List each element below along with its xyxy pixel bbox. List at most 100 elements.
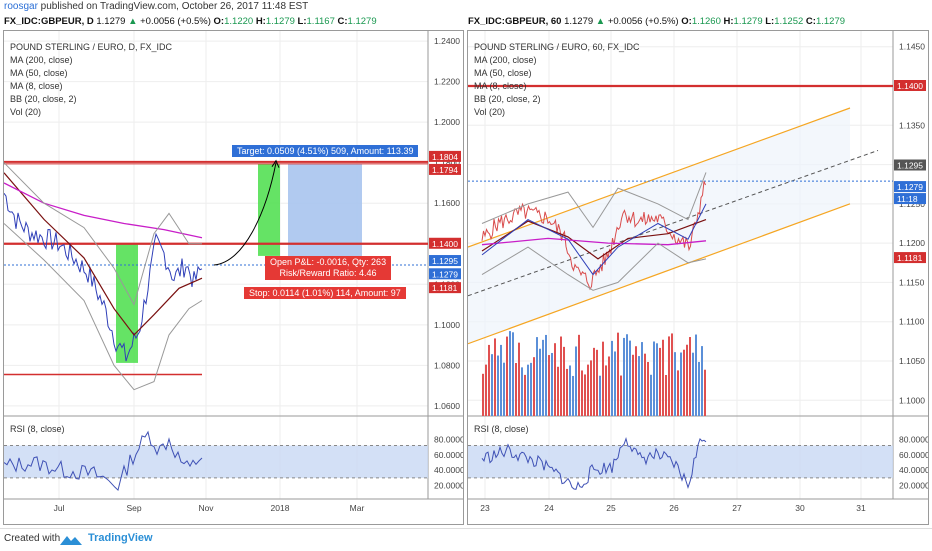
left-price-tag-text: 1.1181: [432, 283, 458, 293]
projection-arrow-icon: [271, 159, 280, 168]
right-rsi-line: [481, 437, 707, 490]
volume-bar: [596, 349, 598, 416]
left-legend-bb[interactable]: BB (20, close, 2): [10, 94, 77, 104]
left-symbol[interactable]: FX_IDC:GBPEUR, D: [4, 16, 94, 27]
right-legend-bb[interactable]: BB (20, close, 2): [474, 94, 541, 104]
left-legend-ma50[interactable]: MA (50, close): [10, 68, 68, 78]
right-time-tick: 25: [606, 503, 616, 513]
left-chart-svg[interactable]: 1.2400 1.2200 1.2000 1.1800 1.1600 1.1400 1.12…: [4, 31, 464, 525]
publish-text: published on TradingView.com, October 26…: [37, 1, 309, 12]
left-rsi-tick: 40.0000: [434, 465, 464, 475]
right-price-tag-text: 1.1295: [897, 161, 923, 171]
left-price-line: [4, 193, 203, 362]
volume-bar: [497, 355, 499, 416]
right-time-tick: 23: [480, 503, 490, 513]
author-link[interactable]: roosgar: [4, 1, 38, 12]
volume-bar: [650, 374, 652, 416]
volume-bar: [698, 361, 700, 416]
volume-bar: [491, 354, 493, 416]
right-price: 1.1279: [564, 16, 594, 27]
right-rsi-band: [468, 445, 893, 478]
left-price-tick: 1.2400: [434, 36, 460, 46]
left-price-tick: 1.0800: [434, 360, 460, 370]
volume-bar: [671, 333, 673, 416]
right-chart-panel[interactable]: 1.14501.14001.13501.13001.12501.12001.11…: [467, 30, 929, 525]
right-time-tick: 24: [544, 503, 554, 513]
left-time-tick: Jul: [54, 503, 65, 513]
left-legend-title[interactable]: POUND STERLING / EURO, D, FX_IDC: [10, 42, 173, 52]
left-rsi-tick: 60.0000: [434, 450, 464, 460]
left-price-tag-text: 1.1279: [432, 269, 458, 279]
right-ma-blue: [481, 203, 707, 276]
volume-bar: [662, 339, 664, 416]
left-price-tick: 1.1000: [434, 320, 460, 330]
right-chart-svg[interactable]: 1.14501.14001.13501.13001.12501.12001.11…: [468, 31, 929, 525]
stop-label[interactable]: Stop: 0.0114 (1.01%) 114, Amount: 97: [244, 287, 406, 299]
left-chart-panel[interactable]: 1.2400 1.2200 1.2000 1.1800 1.1600 1.1400 1.12…: [3, 30, 464, 525]
left-legend: POUND STERLING / EURO, D, FX_IDC MA (200…: [10, 41, 172, 119]
volume-bar: [545, 334, 547, 416]
right-legend-vol[interactable]: Vol (20): [474, 107, 506, 117]
header: roosgar published on TradingView.com, Oc…: [0, 0, 932, 28]
target-label[interactable]: Target: 0.0509 (4.51%) 509, Amount: 113.…: [232, 145, 419, 157]
right-symbol[interactable]: FX_IDC:GBPEUR, 60: [468, 16, 562, 27]
right-bb-lower: [481, 242, 707, 291]
left-bb-upper: [4, 162, 202, 306]
left-high: 1.1279: [265, 16, 295, 27]
volume-bar: [626, 334, 628, 416]
created-with-text: Created with: [4, 533, 61, 544]
volume-bar: [539, 348, 541, 416]
left-legend-ma8[interactable]: MA (8, close): [10, 81, 63, 91]
volume-bar: [620, 375, 622, 416]
right-legend-title[interactable]: POUND STERLING / EURO, 60, FX_IDC: [474, 42, 640, 52]
left-price-tag: [429, 282, 461, 294]
publish-info: roosgar published on TradingView.com, Oc…: [4, 1, 308, 12]
right-price-tag: [894, 181, 926, 193]
tradingview-brand[interactable]: TradingView: [88, 532, 153, 544]
left-ma-dark: [4, 172, 203, 336]
right-legend-ma50[interactable]: MA (50, close): [474, 68, 532, 78]
volume-bar: [494, 338, 496, 416]
right-price-tick: 1.1100: [899, 317, 925, 327]
volume-bar: [623, 337, 625, 416]
tradingview-logo-icon[interactable]: [58, 533, 84, 547]
right-rsi-tick: 60.0000: [899, 450, 929, 460]
volume-bar: [488, 344, 490, 416]
left-change: +0.0056 (+0.5%): [140, 16, 211, 27]
right-legend-ma8[interactable]: MA (8, close): [474, 81, 527, 91]
volume-bar: [590, 360, 592, 416]
right-legend-ma200[interactable]: MA (200, close): [474, 55, 537, 65]
left-legend-vol[interactable]: Vol (20): [10, 107, 42, 117]
right-price-tag: [894, 80, 926, 91]
volume-bar: [602, 341, 604, 416]
right-price-tick: 1.1450: [899, 42, 925, 52]
pnl-label[interactable]: Open P&L: -0.0016, Qty: 263 Risk/Reward …: [265, 256, 392, 280]
volume-bar: [569, 365, 571, 416]
right-legend: POUND STERLING / EURO, 60, FX_IDC MA (20…: [474, 41, 640, 119]
volume-bar: [593, 347, 595, 416]
left-price-tag: [429, 150, 461, 162]
volume-bar: [701, 346, 703, 416]
right-price-tick: 1.1000: [899, 395, 925, 405]
volume-bar: [578, 334, 580, 416]
left-symbol-line: FX_IDC:GBPEUR, D 1.1279 ▲ +0.0056 (+0.5%…: [4, 16, 377, 27]
right-time-tick: 27: [732, 503, 742, 513]
left-price-tag: [429, 255, 461, 267]
volume-bar: [509, 331, 511, 416]
left-rsi-label[interactable]: RSI (8, close): [10, 424, 65, 434]
left-price-tick: 1.1600: [434, 198, 460, 208]
left-time-tick: Nov: [198, 503, 214, 513]
volume-bar: [512, 332, 514, 416]
right-price-tag: [894, 193, 926, 205]
right-time-tick: 30: [795, 503, 805, 513]
left-price-tick: 1.0600: [434, 401, 460, 411]
right-rsi-tick: 40.0000: [899, 465, 929, 475]
volume-bar: [683, 349, 685, 416]
left-low: 1.1167: [306, 16, 335, 27]
channel-upper: [468, 107, 851, 248]
volume-bar: [665, 375, 667, 416]
right-rsi-label[interactable]: RSI (8, close): [474, 424, 529, 434]
left-legend-ma200[interactable]: MA (200, close): [10, 55, 73, 65]
right-price-tag: [894, 159, 926, 171]
volume-bar: [659, 347, 661, 416]
